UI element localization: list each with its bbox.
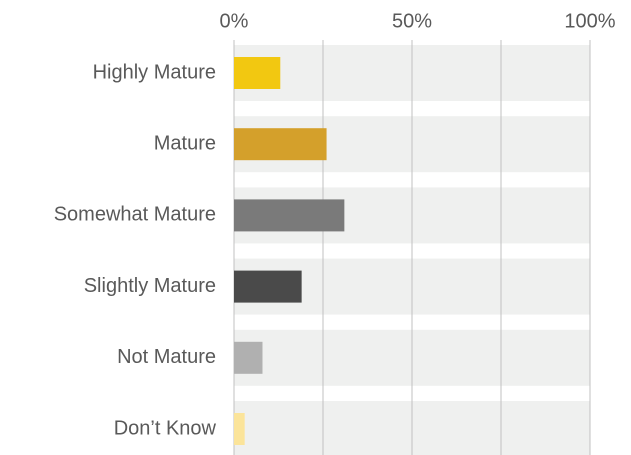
- x-tick-label: 100%: [564, 10, 615, 32]
- y-tick-label: Not Mature: [117, 346, 216, 368]
- y-tick-label: Somewhat Mature: [54, 204, 216, 226]
- x-tick-label: 0%: [220, 10, 249, 32]
- y-tick-label: Mature: [154, 132, 216, 154]
- y-tick-label: Don’t Know: [114, 417, 217, 439]
- x-tick-label: 50%: [392, 10, 432, 32]
- bar: [234, 57, 281, 89]
- bar: [234, 413, 245, 445]
- y-tick-label: Slightly Mature: [84, 275, 216, 297]
- bar: [234, 128, 327, 161]
- bar: [234, 341, 263, 374]
- y-tick-label: Highly Mature: [93, 61, 216, 83]
- bar: [234, 199, 345, 232]
- bar: [234, 270, 302, 303]
